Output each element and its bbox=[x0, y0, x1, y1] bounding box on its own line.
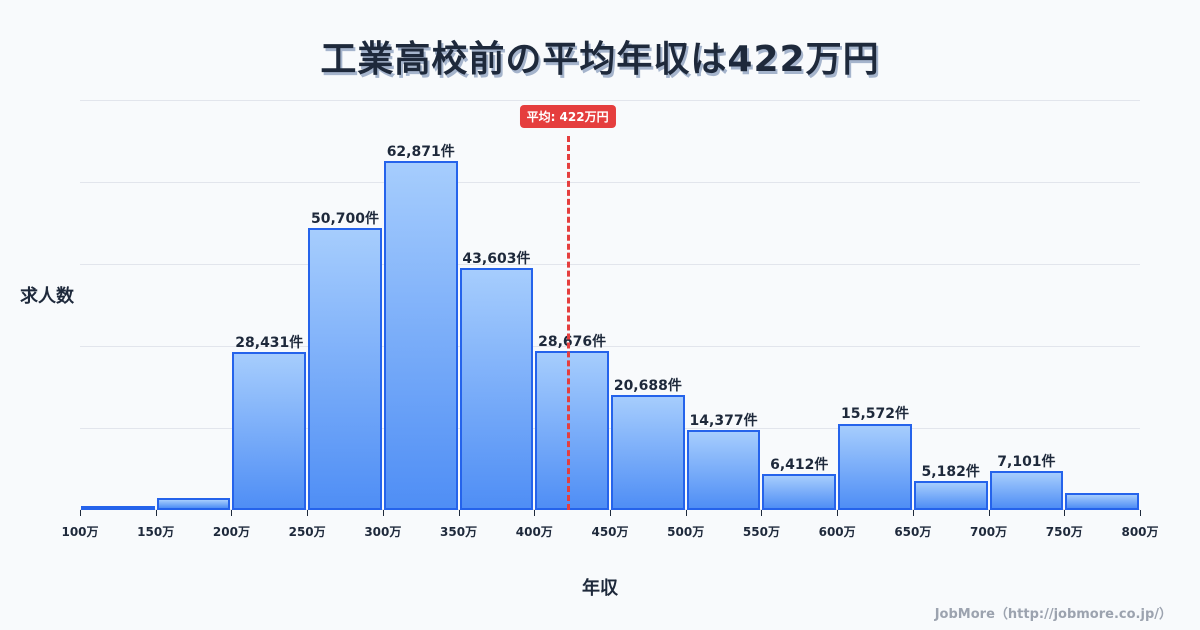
x-tick bbox=[761, 510, 763, 516]
histogram-bar bbox=[686, 430, 761, 510]
bar-value-label: 43,603件 bbox=[462, 250, 531, 267]
x-tick-label: 450万 bbox=[591, 525, 629, 539]
x-tick-label: 700万 bbox=[970, 525, 1008, 539]
gridline bbox=[80, 182, 1140, 183]
x-tick-label: 550万 bbox=[742, 525, 780, 539]
bar-value-label: 28,676件 bbox=[538, 333, 607, 350]
chart-title: 工業高校前の平均年収は422万円 bbox=[320, 39, 880, 80]
histogram-bar bbox=[156, 498, 231, 510]
x-tick bbox=[837, 510, 839, 516]
x-tick bbox=[382, 510, 384, 516]
average-line bbox=[566, 136, 570, 510]
x-tick bbox=[912, 510, 914, 516]
bar-value-label: 7,101件 bbox=[997, 453, 1056, 470]
bar-value-label: 28,431件 bbox=[235, 335, 304, 352]
x-tick-label: 150万 bbox=[137, 525, 175, 539]
x-tick-label: 800万 bbox=[1121, 525, 1159, 539]
histogram-bar bbox=[838, 423, 912, 510]
x-tick-label: 350万 bbox=[440, 525, 478, 539]
x-tick-label: 400万 bbox=[515, 525, 553, 539]
gridline bbox=[80, 428, 1140, 429]
histogram-bar bbox=[762, 474, 837, 510]
bar-value-label: 14,377件 bbox=[689, 413, 758, 430]
x-tick bbox=[988, 510, 990, 516]
histogram-bar bbox=[535, 350, 609, 510]
histogram-bar bbox=[1065, 493, 1139, 510]
x-tick-label: 200万 bbox=[212, 525, 250, 539]
x-tick bbox=[458, 510, 460, 516]
histogram-bar bbox=[611, 395, 685, 510]
x-tick-label: 650万 bbox=[894, 525, 932, 539]
x-axis-baseline bbox=[80, 509, 1140, 510]
bar-value-label: 5,182件 bbox=[921, 464, 980, 481]
bar-value-label: 15,572件 bbox=[840, 406, 910, 423]
x-tick bbox=[685, 510, 687, 516]
y-axis-label: 求人数 bbox=[20, 286, 74, 307]
histogram-bar bbox=[232, 352, 307, 510]
histogram-bar bbox=[459, 267, 534, 510]
source-credit: JobMore（http://jobmore.co.jp/） bbox=[934, 607, 1172, 622]
average-badge: 平均: 422万円 bbox=[519, 105, 616, 128]
histogram-bar bbox=[308, 228, 382, 510]
gridline bbox=[80, 100, 1140, 101]
x-tick bbox=[307, 510, 309, 516]
x-tick bbox=[80, 510, 81, 516]
x-tick-label: 250万 bbox=[288, 525, 326, 539]
x-tick-label: 500万 bbox=[667, 525, 705, 539]
x-tick bbox=[610, 510, 611, 516]
x-tick bbox=[1064, 510, 1066, 516]
x-tick bbox=[1140, 510, 1141, 516]
histogram-bar bbox=[383, 160, 458, 510]
x-tick bbox=[534, 510, 536, 516]
bar-value-label: 6,412件 bbox=[770, 457, 829, 474]
histogram-bar bbox=[989, 470, 1064, 510]
x-tick bbox=[155, 510, 157, 516]
plot-area: 28,431件 50,700件 62,871件 43,603件 28,676件 20,68… bbox=[61, 100, 1159, 539]
x-tick bbox=[231, 510, 233, 516]
x-tick-label: 100万 bbox=[61, 525, 99, 539]
x-axis-label: 年収 bbox=[582, 578, 618, 599]
histogram-bar bbox=[81, 506, 155, 510]
x-tick-label: 750万 bbox=[1045, 525, 1083, 539]
bar-value-label: 62,871件 bbox=[386, 143, 455, 160]
x-tick-label: 300万 bbox=[364, 525, 402, 539]
gridline bbox=[80, 346, 1140, 347]
histogram-bar bbox=[913, 481, 988, 510]
bar-value-label: 20,688件 bbox=[613, 378, 682, 395]
bar-value-label: 50,700件 bbox=[310, 211, 380, 228]
x-tick-label: 600万 bbox=[818, 525, 856, 539]
gridline bbox=[80, 264, 1140, 265]
